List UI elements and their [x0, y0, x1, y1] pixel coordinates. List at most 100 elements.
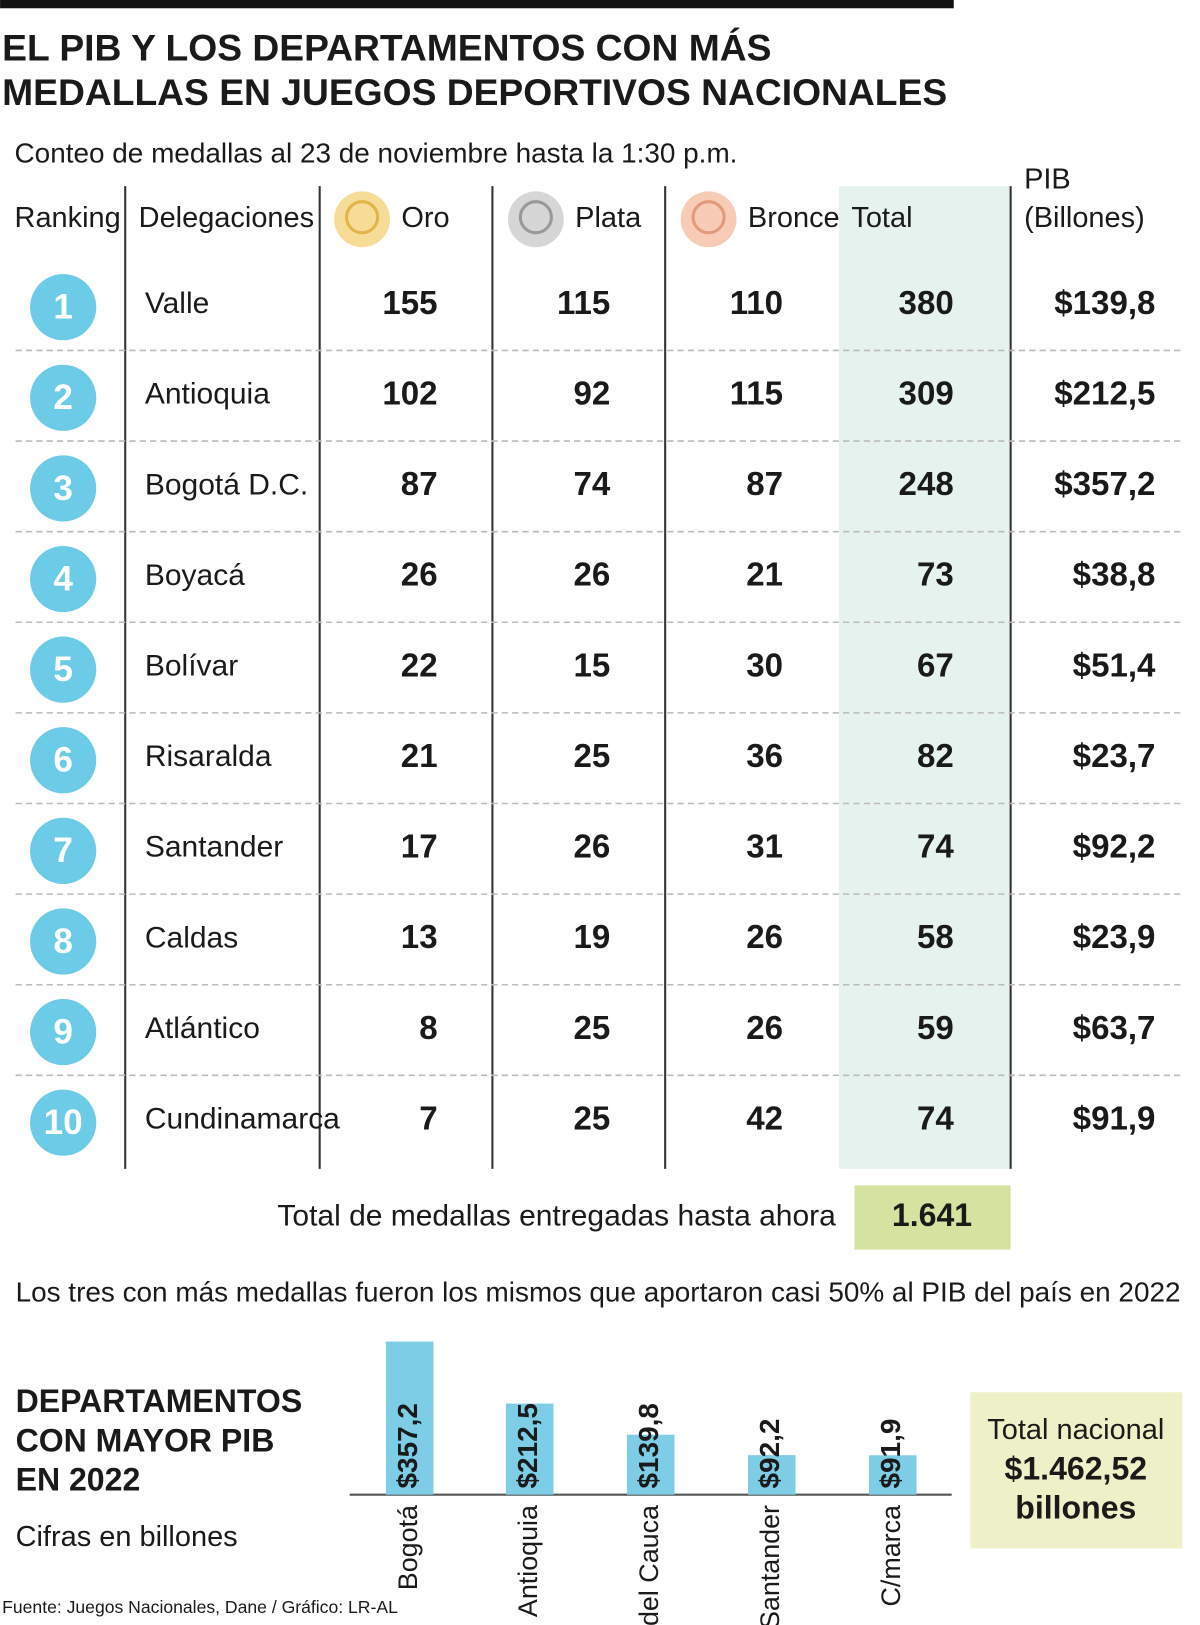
value-label: $139,8	[633, 1403, 664, 1488]
cell: 36	[746, 738, 783, 775]
cell: 115	[730, 375, 783, 412]
cell: 26	[401, 557, 438, 594]
cell: 31	[746, 829, 783, 866]
rank: 2	[53, 378, 73, 417]
cell: 82	[917, 738, 954, 775]
delegation: Bogotá D.C.	[145, 468, 308, 501]
cell: 67	[917, 647, 954, 684]
x-tick-label: Antioquia	[513, 1505, 543, 1617]
column-header: Oro	[401, 202, 449, 234]
rank: 4	[53, 559, 73, 598]
cell: 26	[574, 829, 611, 866]
title: MEDALLAS EN JUEGOS DEPORTIVOS NACIONALES	[2, 71, 947, 113]
cell: $38,8	[1073, 557, 1156, 594]
cell: $91,9	[1073, 1100, 1156, 1137]
cell: $63,7	[1073, 1010, 1156, 1047]
rank-badge	[30, 908, 97, 975]
annotation: billones	[1015, 1490, 1136, 1526]
rank: 1	[53, 288, 73, 327]
cell: 30	[746, 647, 783, 684]
annotation: $1.462,52	[1005, 1450, 1148, 1486]
rank: 5	[53, 650, 73, 689]
total-value: 1.641	[892, 1197, 972, 1233]
cell: 15	[574, 647, 611, 684]
value-label: $91,9	[875, 1419, 906, 1489]
cell: 87	[746, 466, 783, 503]
bar	[747, 1455, 796, 1495]
title: EL PIB Y LOS DEPARTAMENTOS CON MÁS	[2, 27, 771, 69]
cell: $212,5	[1054, 375, 1155, 412]
delegation: Cundinamarca	[145, 1103, 340, 1136]
source: Fuente: Juegos Nacionales, Dane / Gráfic…	[2, 1597, 398, 1617]
delegation: Santander	[145, 831, 283, 864]
delegation: Risaralda	[145, 740, 272, 773]
rank: 7	[53, 831, 73, 870]
bar	[505, 1403, 554, 1495]
column-header: (Billones)	[1024, 202, 1145, 234]
x-tick-label: Santander	[755, 1505, 785, 1625]
cell: 380	[899, 285, 954, 322]
delegation: Antioquia	[145, 378, 270, 411]
value-label: $92,2	[754, 1419, 785, 1489]
column-header: Ranking	[15, 202, 121, 234]
delegation: Bolívar	[145, 650, 238, 683]
rank-badge	[30, 1089, 97, 1156]
rank-badge	[30, 455, 97, 522]
cell: 26	[746, 1010, 783, 1047]
cell: 7	[419, 1100, 437, 1137]
annotation: Total nacional	[987, 1414, 1164, 1446]
x-tick-label: Valle del Cauca	[634, 1505, 664, 1625]
cell: 42	[746, 1100, 783, 1137]
rank-badge	[30, 545, 97, 613]
cell: $23,7	[1073, 738, 1156, 775]
cell: $23,9	[1073, 919, 1156, 956]
column-header: Bronce	[748, 202, 840, 234]
chart-title: CON MAYOR PIB	[16, 1422, 275, 1458]
cell: 115	[557, 285, 610, 322]
top-rule	[0, 0, 954, 9]
column-header: Delegaciones	[139, 202, 314, 234]
subtitle: Conteo de medallas al 23 de noviembre ha…	[15, 138, 738, 169]
x-tick-label: Bogotá	[393, 1505, 423, 1590]
rank: 8	[53, 922, 73, 961]
value-label: $357,2	[392, 1403, 423, 1488]
cell: 26	[746, 919, 783, 956]
cell: 58	[917, 919, 954, 956]
cell: 19	[574, 919, 611, 956]
annotation-box	[970, 1392, 1183, 1549]
cell: 25	[574, 1010, 611, 1047]
rank-badge	[30, 274, 97, 341]
rank-badge	[30, 998, 97, 1066]
column-header: PIB	[1024, 164, 1071, 196]
rank: 9	[53, 1012, 73, 1051]
cell: $92,2	[1073, 829, 1156, 866]
cell: 25	[574, 1100, 611, 1137]
cell: 74	[917, 1100, 954, 1137]
cell: 74	[917, 829, 954, 866]
x-tick-label: C/marca	[876, 1505, 906, 1607]
value-label: $212,5	[512, 1403, 543, 1488]
cell: 87	[401, 466, 438, 503]
cell: 21	[401, 738, 438, 775]
cell: 309	[899, 375, 954, 412]
delegation: Caldas	[145, 921, 238, 954]
column-header: Total	[851, 202, 912, 234]
rank-badge	[30, 727, 97, 794]
cell: 21	[746, 557, 783, 594]
rank-badge	[30, 817, 97, 884]
cell: 102	[382, 375, 437, 412]
cell: 59	[917, 1010, 954, 1047]
cell: 155	[382, 285, 437, 322]
cell: 92	[574, 375, 611, 412]
cell: 26	[574, 557, 611, 594]
delegation: Boyacá	[145, 559, 245, 592]
cell: 25	[574, 738, 611, 775]
cell: 110	[730, 285, 783, 322]
cell: 8	[419, 1010, 437, 1047]
delegation: Valle	[145, 287, 209, 320]
cell: $357,2	[1054, 466, 1155, 503]
bar	[385, 1341, 434, 1495]
cell: 73	[917, 557, 954, 594]
